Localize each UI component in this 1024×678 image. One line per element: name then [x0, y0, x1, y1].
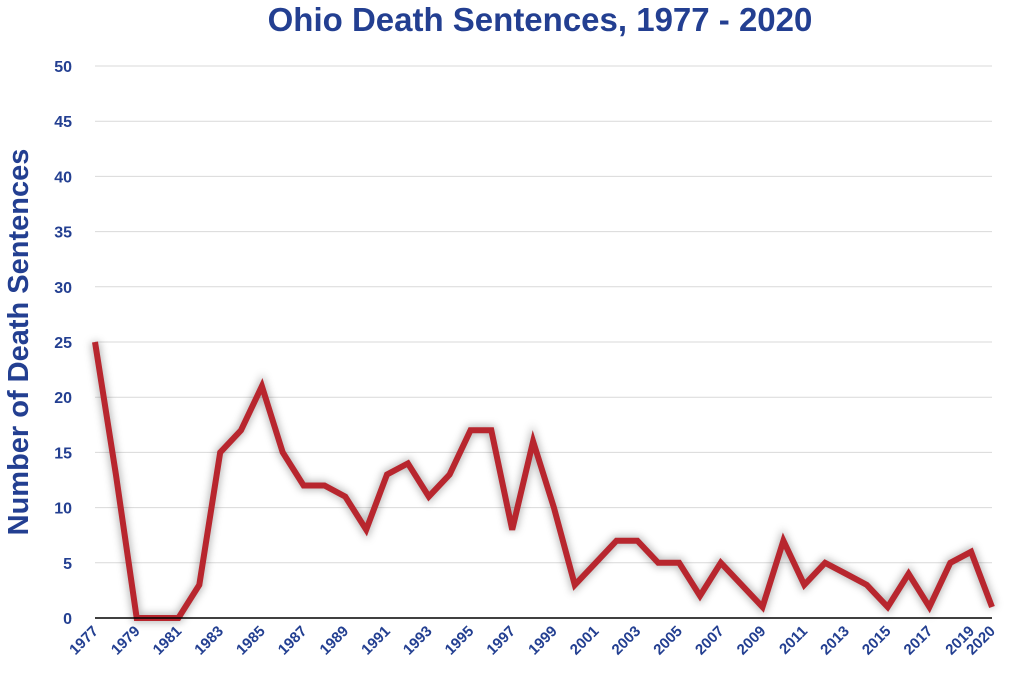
data-point — [593, 560, 599, 566]
series-layer — [90, 339, 997, 623]
data-point — [468, 427, 474, 433]
x-tick-label: 1983 — [191, 623, 227, 659]
y-tick-label: 10 — [54, 501, 72, 518]
data-point — [655, 560, 661, 566]
data-point — [488, 427, 494, 433]
data-point — [92, 339, 98, 345]
data-point — [885, 604, 891, 610]
x-tick-label: 1997 — [483, 623, 519, 659]
x-tick-label: 1999 — [525, 623, 561, 659]
data-point — [551, 505, 557, 511]
data-point — [363, 527, 369, 533]
chart-title: Ohio Death Sentences, 1977 - 2020 — [268, 1, 813, 38]
x-tick-label: 2011 — [776, 623, 811, 658]
data-point — [259, 383, 265, 389]
data-point — [906, 571, 912, 577]
x-tick-label: 1989 — [317, 623, 353, 659]
y-tick-label: 35 — [54, 225, 72, 242]
x-tick-label: 2003 — [609, 623, 645, 659]
data-point — [447, 472, 453, 478]
data-point — [947, 560, 953, 566]
x-tick-label: 1979 — [108, 623, 144, 659]
data-point — [426, 494, 432, 500]
x-tick-labels: 1977 1979 1981 1983 1985 1987 1989 1991 1993 1995… — [66, 623, 999, 659]
data-point — [718, 560, 724, 566]
data-point — [780, 538, 786, 544]
data-point — [530, 438, 536, 444]
x-tick-label: 2005 — [650, 623, 686, 659]
data-point — [697, 593, 703, 599]
y-tick-label: 30 — [54, 280, 72, 297]
data-point — [280, 449, 286, 455]
data-point — [113, 472, 119, 478]
series-line — [92, 341, 995, 621]
x-tick-label: 1985 — [233, 623, 269, 659]
x-tick-label: 1981 — [150, 623, 186, 659]
x-tick-label: 2009 — [734, 623, 770, 659]
data-point — [864, 582, 870, 588]
data-point — [676, 560, 682, 566]
data-point — [634, 538, 640, 544]
data-point — [301, 483, 307, 489]
x-tick-label: 1993 — [400, 623, 436, 659]
data-point — [217, 449, 223, 455]
data-point — [801, 582, 807, 588]
data-point — [926, 604, 932, 610]
data-point — [614, 538, 620, 544]
data-point — [405, 460, 411, 466]
y-tick-label: 20 — [54, 390, 72, 407]
data-point — [739, 582, 745, 588]
data-point — [196, 582, 202, 588]
data-point — [342, 494, 348, 500]
data-point — [760, 604, 766, 610]
y-tick-labels: 0 5 10 15 20 25 30 35 40 45 50 — [54, 59, 72, 628]
y-tick-label: 15 — [54, 445, 72, 462]
x-tick-label: 2007 — [692, 623, 728, 659]
x-tick-label: 1995 — [442, 623, 478, 659]
x-tick-label: 2015 — [859, 623, 895, 659]
data-point — [968, 549, 974, 555]
y-tick-label: 0 — [63, 611, 72, 628]
x-tick-label: 1977 — [66, 623, 102, 659]
y-tick-label: 40 — [54, 169, 72, 186]
y-tick-label: 25 — [54, 335, 72, 352]
y-tick-label: 5 — [63, 556, 72, 573]
data-point — [843, 571, 849, 577]
y-axis-label: Number of Death Sentences — [3, 149, 35, 536]
data-point — [989, 604, 995, 610]
data-point — [572, 582, 578, 588]
data-point — [509, 527, 515, 533]
x-tick-label: 2001 — [567, 623, 603, 659]
x-tick-label: 1991 — [358, 623, 394, 659]
x-tick-label: 2017 — [901, 623, 937, 659]
gridlines — [95, 65, 992, 564]
data-point — [822, 560, 828, 566]
y-tick-label: 45 — [54, 114, 72, 131]
y-tick-label: 50 — [54, 59, 72, 76]
data-point — [322, 483, 328, 489]
x-tick-label: 1987 — [275, 623, 311, 659]
data-point — [238, 427, 244, 433]
data-point — [384, 472, 390, 478]
x-tick-label: 2013 — [817, 623, 853, 659]
